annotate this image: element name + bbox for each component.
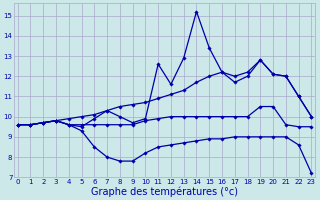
X-axis label: Graphe des températures (°c): Graphe des températures (°c): [91, 186, 238, 197]
